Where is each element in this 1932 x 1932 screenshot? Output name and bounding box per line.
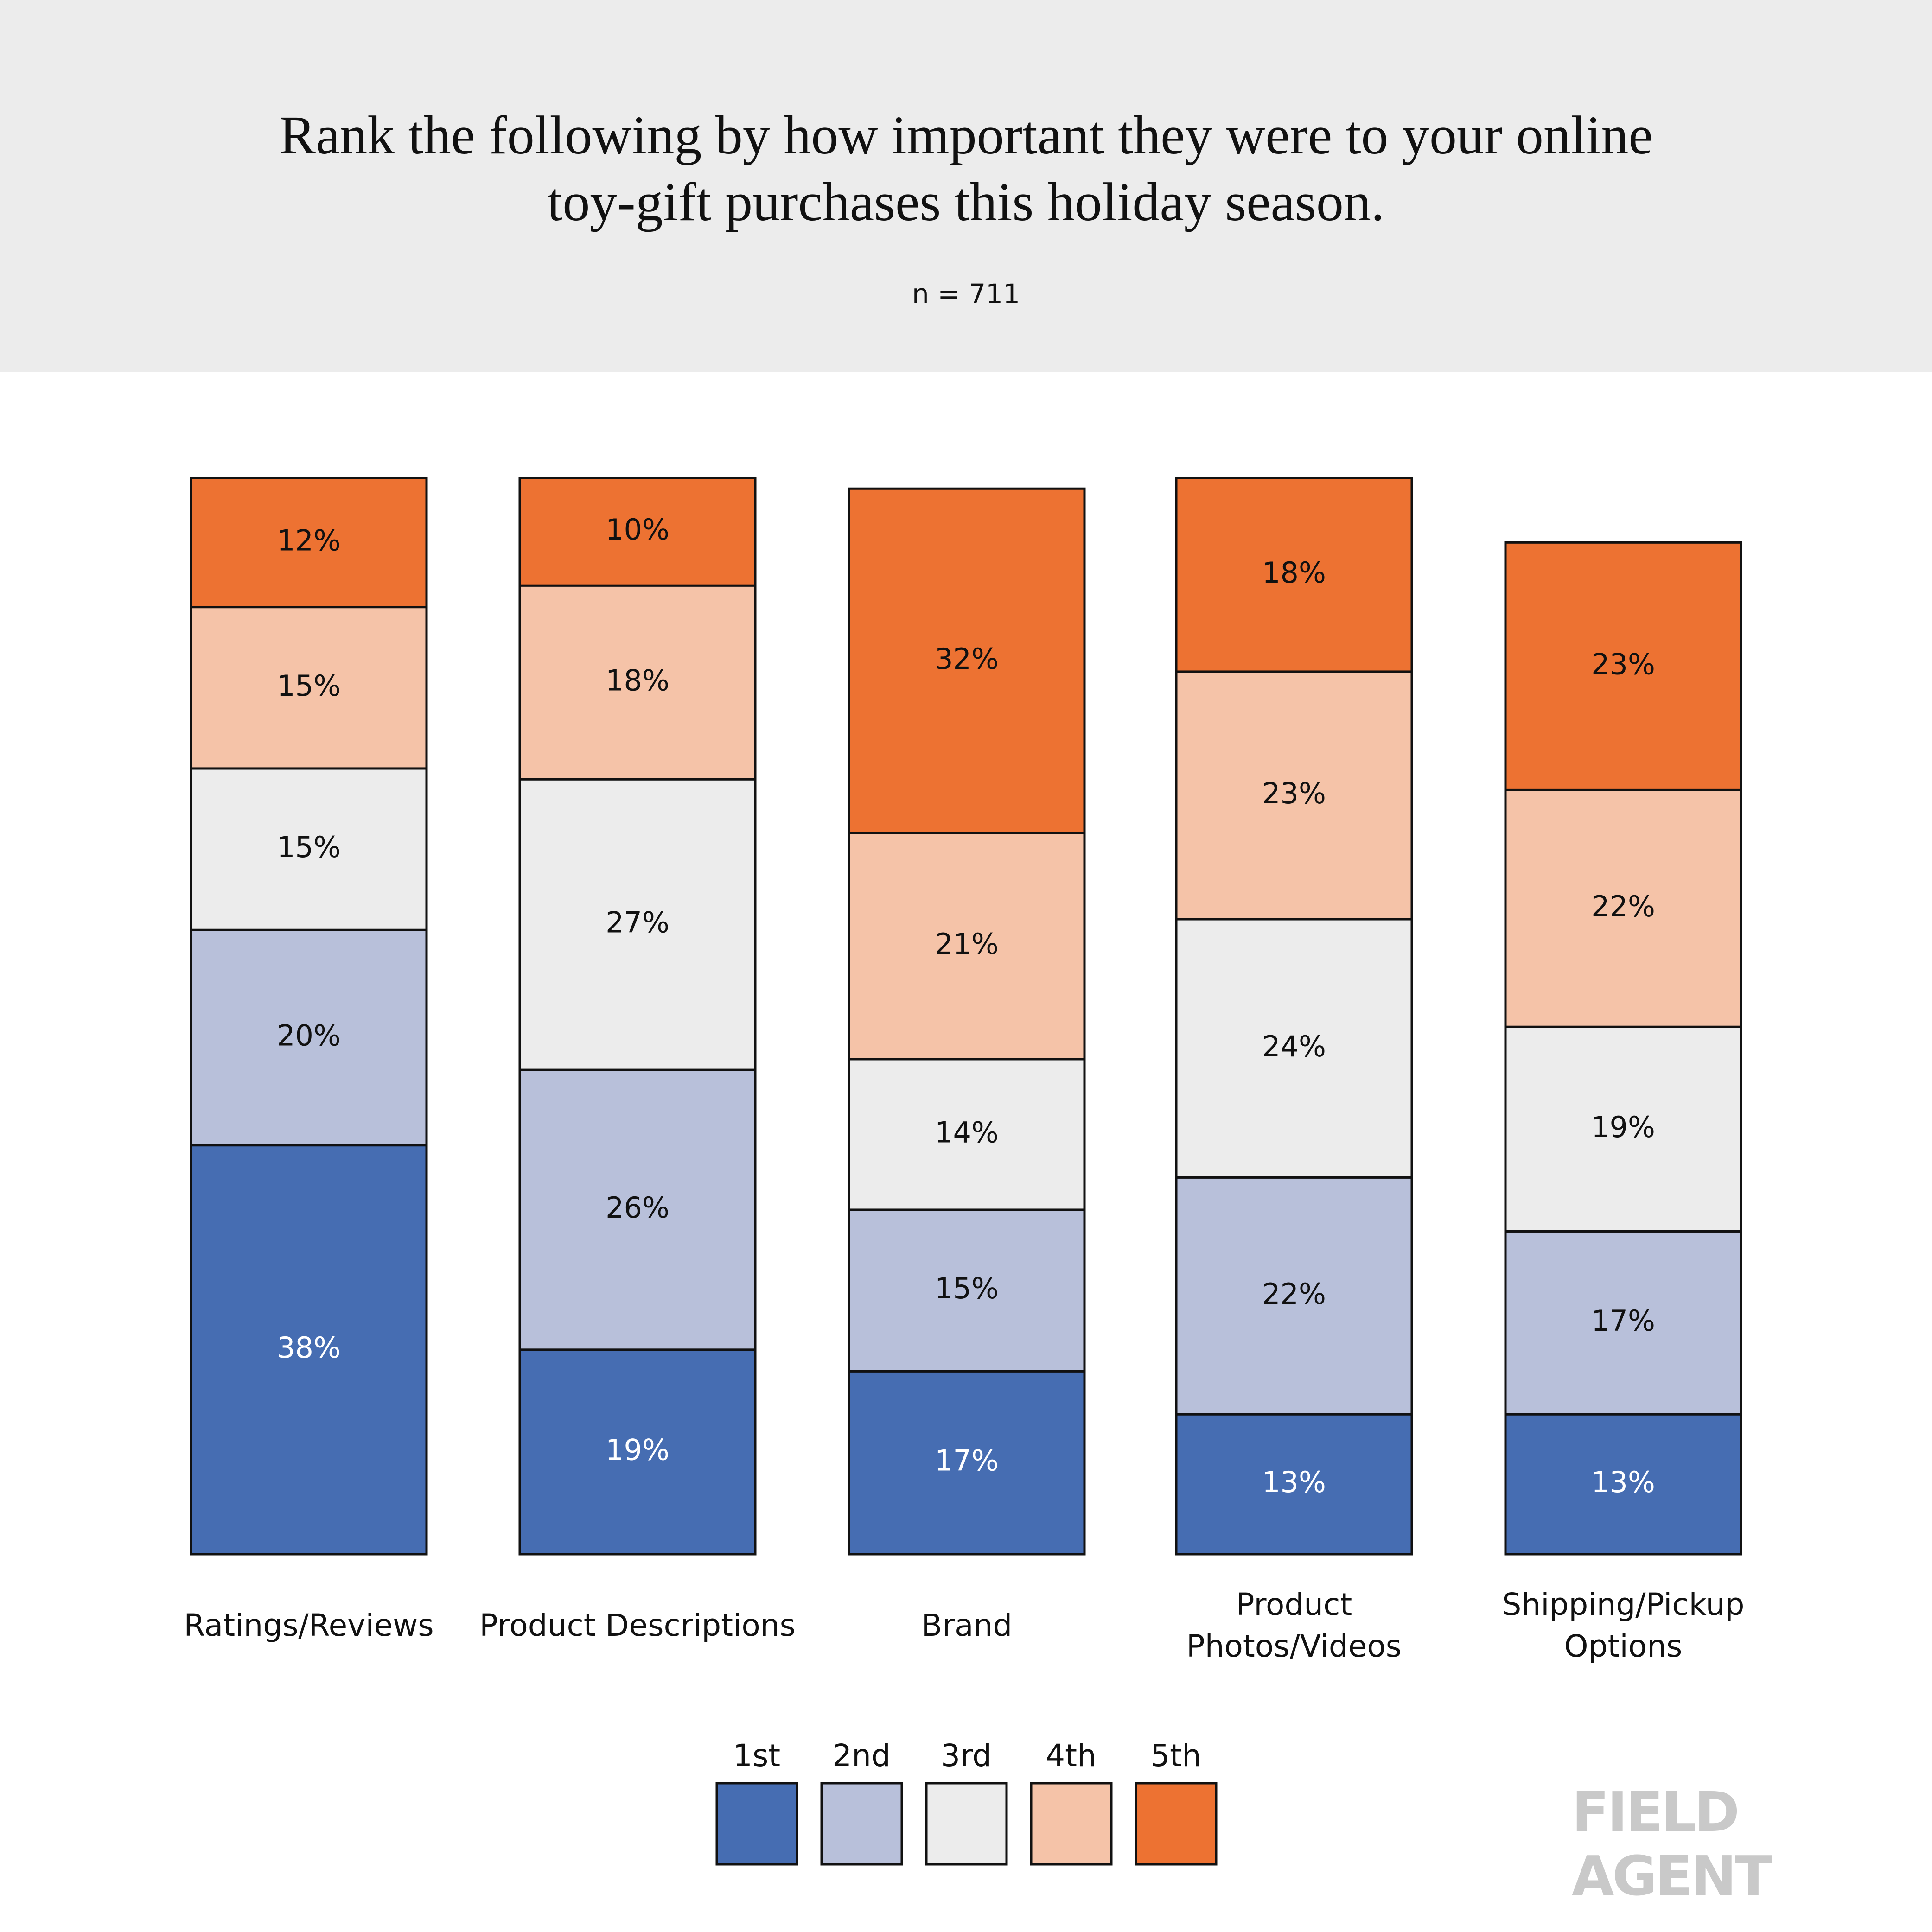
data-label: 18% xyxy=(1262,556,1326,590)
data-label: 23% xyxy=(1591,647,1655,681)
bar-segment xyxy=(190,928,428,1147)
x-tick-label: Product Photos/Videos xyxy=(1186,1587,1402,1664)
data-label: 21% xyxy=(935,927,999,961)
bar-segment xyxy=(848,487,1086,834)
bar-segment xyxy=(1175,477,1413,673)
bar-segment xyxy=(1175,1176,1413,1416)
chart-title: Rank the following by how important they… xyxy=(279,105,1653,232)
bar-segment xyxy=(518,1068,757,1351)
data-label: 20% xyxy=(277,1019,341,1053)
bar-segment xyxy=(1175,1413,1413,1556)
data-label: 13% xyxy=(1591,1465,1655,1499)
data-label: 32% xyxy=(935,642,999,676)
data-label: 26% xyxy=(606,1191,670,1225)
data-label: 22% xyxy=(1262,1277,1326,1311)
bar-segment xyxy=(190,477,428,609)
bar-segment xyxy=(518,1348,757,1556)
chart-subtitle: n = 711 xyxy=(912,278,1020,310)
data-label: 15% xyxy=(277,669,341,703)
data-label: 10% xyxy=(606,513,670,547)
data-label: 12% xyxy=(277,523,341,557)
bar-segment xyxy=(1504,1230,1742,1416)
data-label: 19% xyxy=(606,1433,670,1467)
data-label: 13% xyxy=(1262,1465,1326,1499)
bar-segment xyxy=(518,477,757,587)
data-label: 15% xyxy=(277,830,341,864)
legend-label: 2nd xyxy=(832,1738,891,1773)
bar-segment xyxy=(848,1208,1086,1373)
bar-segment xyxy=(1504,1413,1742,1556)
logo: FIELD AGENT xyxy=(1572,1780,1772,1908)
x-tick-label: Ratings/Reviews xyxy=(184,1608,434,1643)
bar-segment xyxy=(518,778,757,1071)
bar-segment xyxy=(190,1144,428,1556)
legend-label: 4th xyxy=(1046,1738,1097,1773)
bar-segment xyxy=(1175,918,1413,1179)
legend-swatch xyxy=(715,1782,798,1866)
x-tick-label: Product Descriptions xyxy=(479,1608,796,1643)
data-label: 38% xyxy=(277,1331,341,1365)
data-label: 27% xyxy=(606,906,670,940)
bar-segment xyxy=(1504,1025,1742,1233)
legend-label: 3rd xyxy=(941,1738,992,1773)
legend-swatch xyxy=(820,1782,903,1866)
data-label: 17% xyxy=(935,1444,999,1478)
data-label: 15% xyxy=(935,1271,999,1305)
data-label: 14% xyxy=(935,1116,999,1150)
bar-segment xyxy=(1504,788,1742,1028)
x-tick-label: Brand xyxy=(921,1608,1013,1643)
data-label: 23% xyxy=(1262,776,1326,810)
legend-swatch xyxy=(925,1782,1008,1866)
data-label: 22% xyxy=(1591,890,1655,923)
data-label: 24% xyxy=(1262,1030,1326,1063)
data-label: 18% xyxy=(606,663,670,697)
legend-swatch xyxy=(1030,1782,1113,1866)
data-label: 19% xyxy=(1591,1110,1655,1144)
x-tick-label: Shipping/Pickup Options xyxy=(1502,1587,1745,1664)
bar-segment xyxy=(848,1370,1086,1556)
bar-segment xyxy=(848,1058,1086,1211)
legend-label: 5th xyxy=(1150,1738,1201,1773)
legend-swatch xyxy=(1135,1782,1218,1866)
bar-segment xyxy=(1504,541,1742,791)
legend-label: 1st xyxy=(733,1738,780,1773)
data-label: 17% xyxy=(1591,1304,1655,1338)
bar-segment xyxy=(848,832,1086,1061)
header: Rank the following by how important they… xyxy=(0,0,1932,372)
